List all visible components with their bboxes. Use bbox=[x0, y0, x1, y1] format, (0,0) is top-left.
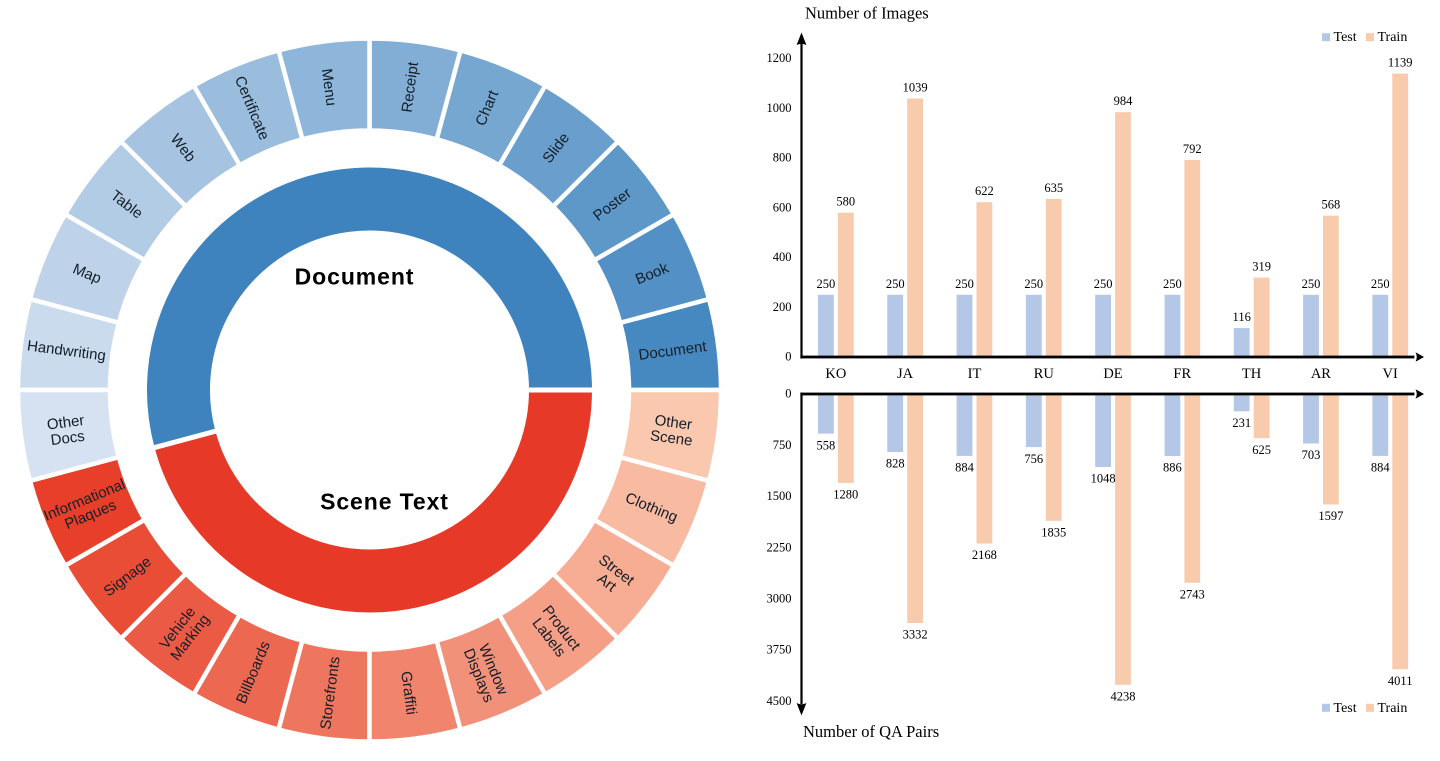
svg-text:JA: JA bbox=[897, 366, 914, 382]
svg-text:Train: Train bbox=[1378, 701, 1408, 716]
svg-text:DE: DE bbox=[1103, 366, 1122, 382]
svg-text:635: 635 bbox=[1044, 181, 1063, 195]
svg-text:TH: TH bbox=[1242, 366, 1262, 382]
svg-text:400: 400 bbox=[773, 250, 792, 264]
svg-text:250: 250 bbox=[1371, 277, 1390, 291]
svg-text:886: 886 bbox=[1163, 461, 1182, 475]
svg-text:625: 625 bbox=[1252, 443, 1271, 457]
svg-text:756: 756 bbox=[1024, 452, 1043, 466]
svg-text:828: 828 bbox=[886, 457, 905, 471]
svg-text:Menu: Menu bbox=[318, 68, 340, 107]
svg-text:250: 250 bbox=[1163, 277, 1182, 291]
svg-text:580: 580 bbox=[836, 195, 855, 209]
svg-text:OtherScene: OtherScene bbox=[649, 412, 695, 450]
svg-text:4011: 4011 bbox=[1388, 674, 1413, 688]
svg-text:Number of QA Pairs: Number of QA Pairs bbox=[803, 722, 939, 741]
svg-text:FR: FR bbox=[1173, 366, 1191, 382]
svg-text:3332: 3332 bbox=[903, 628, 928, 642]
svg-text:1835: 1835 bbox=[1041, 526, 1066, 540]
svg-text:250: 250 bbox=[1302, 277, 1321, 291]
svg-text:250: 250 bbox=[886, 277, 905, 291]
svg-text:OtherDocs: OtherDocs bbox=[46, 412, 87, 449]
svg-text:984: 984 bbox=[1114, 94, 1134, 108]
svg-text:RU: RU bbox=[1034, 366, 1055, 382]
svg-text:1000: 1000 bbox=[767, 101, 792, 115]
svg-text:0: 0 bbox=[785, 387, 791, 401]
svg-text:1139: 1139 bbox=[1388, 56, 1413, 70]
svg-text:558: 558 bbox=[817, 438, 836, 452]
svg-text:1280: 1280 bbox=[833, 488, 858, 502]
svg-text:568: 568 bbox=[1322, 198, 1341, 212]
svg-text:3750: 3750 bbox=[767, 643, 792, 657]
svg-text:Test: Test bbox=[1334, 701, 1357, 716]
svg-text:703: 703 bbox=[1302, 448, 1321, 462]
svg-text:200: 200 bbox=[773, 300, 792, 314]
svg-text:622: 622 bbox=[975, 184, 994, 198]
svg-text:250: 250 bbox=[955, 277, 974, 291]
svg-text:3000: 3000 bbox=[767, 592, 792, 606]
svg-text:600: 600 bbox=[773, 200, 792, 214]
svg-text:1039: 1039 bbox=[903, 81, 928, 95]
svg-text:800: 800 bbox=[773, 151, 792, 165]
svg-text:4238: 4238 bbox=[1111, 690, 1136, 704]
svg-text:319: 319 bbox=[1252, 260, 1271, 274]
svg-text:250: 250 bbox=[817, 277, 836, 291]
svg-text:116: 116 bbox=[1233, 310, 1251, 324]
svg-text:VI: VI bbox=[1383, 366, 1398, 382]
svg-text:Receipt: Receipt bbox=[399, 60, 423, 113]
svg-text:Scene Text: Scene Text bbox=[320, 489, 449, 515]
svg-text:Document: Document bbox=[295, 264, 415, 290]
svg-text:Test: Test bbox=[1334, 30, 1357, 45]
svg-text:1500: 1500 bbox=[767, 489, 792, 503]
svg-text:2250: 2250 bbox=[767, 540, 792, 554]
svg-text:KO: KO bbox=[825, 366, 846, 382]
svg-text:AR: AR bbox=[1311, 366, 1331, 382]
svg-text:250: 250 bbox=[1024, 277, 1043, 291]
svg-text:231: 231 bbox=[1232, 416, 1251, 430]
svg-text:1048: 1048 bbox=[1091, 472, 1116, 486]
svg-text:2168: 2168 bbox=[972, 548, 997, 562]
svg-text:1597: 1597 bbox=[1318, 509, 1343, 523]
svg-text:2743: 2743 bbox=[1180, 588, 1205, 602]
svg-text:1200: 1200 bbox=[767, 51, 792, 65]
svg-text:IT: IT bbox=[968, 366, 982, 382]
svg-text:884: 884 bbox=[955, 461, 975, 475]
svg-text:750: 750 bbox=[773, 438, 792, 452]
svg-text:Graffiti: Graffiti bbox=[397, 670, 420, 716]
svg-text:884: 884 bbox=[1371, 461, 1391, 475]
svg-text:250: 250 bbox=[1094, 277, 1113, 291]
svg-text:4500: 4500 bbox=[767, 694, 792, 708]
svg-text:Train: Train bbox=[1378, 30, 1408, 45]
svg-text:Number of Images: Number of Images bbox=[805, 4, 929, 23]
svg-text:792: 792 bbox=[1183, 142, 1202, 156]
svg-text:0: 0 bbox=[785, 350, 791, 364]
